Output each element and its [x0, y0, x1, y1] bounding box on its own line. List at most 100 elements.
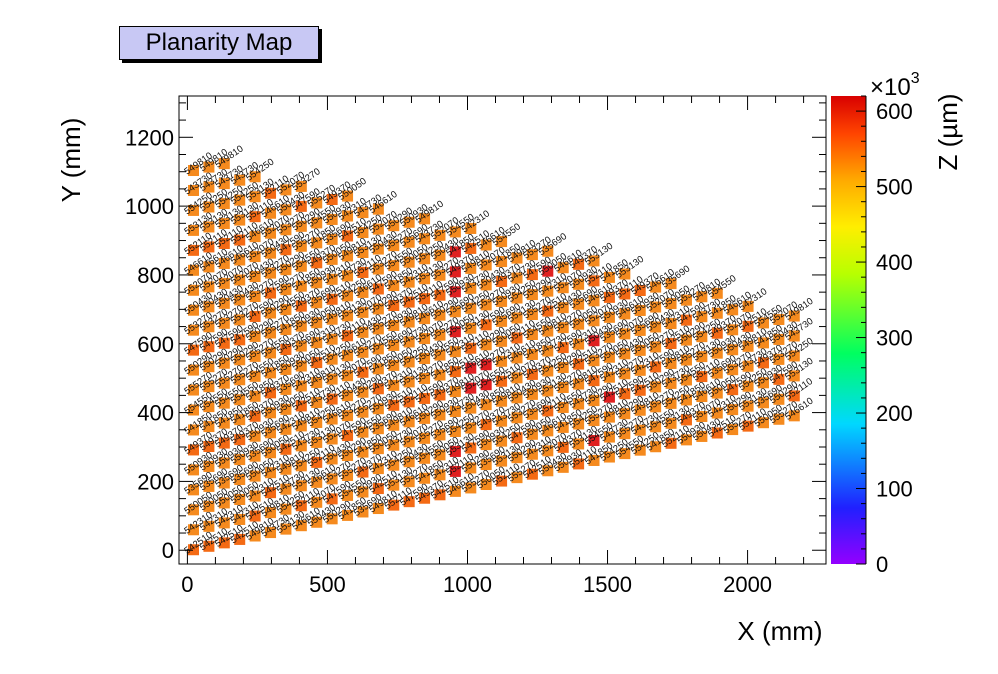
data-point — [342, 290, 354, 302]
data-point — [711, 327, 723, 339]
data-point — [249, 370, 261, 382]
data-point — [449, 246, 461, 258]
data-point — [573, 458, 585, 470]
data-point — [203, 241, 215, 253]
data-point — [295, 360, 307, 372]
data-point — [357, 366, 369, 378]
data-point — [234, 174, 246, 186]
data-point — [588, 315, 600, 327]
data-point — [265, 327, 277, 339]
data-point — [727, 344, 739, 356]
data-point — [680, 314, 692, 326]
data-point — [311, 496, 323, 508]
data-point — [680, 394, 692, 406]
data-point — [234, 494, 246, 506]
data-point — [265, 387, 277, 399]
data-point — [742, 300, 754, 312]
data-point — [465, 262, 477, 274]
data-point — [342, 370, 354, 382]
data-point — [573, 278, 585, 290]
data-point — [249, 211, 261, 223]
data-point — [711, 347, 723, 359]
data-point — [280, 344, 292, 356]
data-point — [326, 513, 338, 525]
data-point — [526, 309, 538, 321]
data-point — [496, 355, 508, 367]
data-point — [295, 460, 307, 472]
data-point — [573, 378, 585, 390]
data-point — [496, 455, 508, 467]
data-point — [650, 441, 662, 453]
data-point — [542, 425, 554, 437]
data-point — [280, 483, 292, 495]
data-point — [650, 281, 662, 293]
data-point — [295, 180, 307, 192]
data-point — [465, 222, 477, 234]
data-point — [249, 390, 261, 402]
data-point — [403, 236, 415, 248]
data-point — [403, 496, 415, 508]
data-point — [665, 417, 677, 429]
data-point — [326, 373, 338, 385]
data-point — [280, 523, 292, 535]
data-point — [234, 414, 246, 426]
data-point — [357, 286, 369, 298]
data-point — [265, 347, 277, 359]
data-point — [342, 430, 354, 442]
data-point — [280, 244, 292, 256]
data-point — [588, 255, 600, 267]
data-point — [403, 376, 415, 388]
data-point — [265, 227, 277, 239]
z-tick-label: 500 — [876, 175, 913, 200]
data-point — [603, 411, 615, 423]
z-tick-label: 300 — [876, 326, 913, 351]
data-point — [203, 480, 215, 492]
data-point — [557, 362, 569, 374]
data-point — [650, 381, 662, 393]
data-point — [465, 322, 477, 334]
data-point — [218, 397, 230, 409]
data-point — [650, 301, 662, 313]
data-point — [326, 233, 338, 245]
data-point — [665, 357, 677, 369]
data-point — [357, 466, 369, 478]
data-point — [265, 367, 277, 379]
data-point — [449, 485, 461, 497]
data-point — [511, 252, 523, 264]
data-point — [203, 321, 215, 333]
data-point — [342, 230, 354, 242]
data-point — [696, 391, 708, 403]
data-point — [480, 299, 492, 311]
data-point — [634, 344, 646, 356]
data-point — [265, 487, 277, 499]
data-point — [388, 220, 400, 232]
data-point — [619, 388, 631, 400]
data-point — [280, 383, 292, 395]
data-point — [234, 394, 246, 406]
data-point — [311, 436, 323, 448]
data-point — [295, 420, 307, 432]
data-point — [342, 270, 354, 282]
data-point — [526, 368, 538, 380]
data-point — [588, 275, 600, 287]
data-point — [526, 249, 538, 261]
data-point — [603, 391, 615, 403]
data-point — [634, 404, 646, 416]
data-point — [388, 359, 400, 371]
data-point — [218, 277, 230, 289]
data-point — [234, 334, 246, 346]
data-point — [295, 220, 307, 232]
data-point — [188, 344, 200, 356]
data-point — [449, 266, 461, 278]
data-point — [480, 419, 492, 431]
data-point — [218, 457, 230, 469]
data-point — [388, 379, 400, 391]
data-point — [449, 226, 461, 238]
data-point — [249, 191, 261, 203]
data-point — [203, 381, 215, 393]
data-point — [419, 472, 431, 484]
chart-title-box: Planarity Map — [119, 26, 319, 60]
data-point — [480, 339, 492, 351]
data-point — [742, 380, 754, 392]
data-point — [326, 313, 338, 325]
